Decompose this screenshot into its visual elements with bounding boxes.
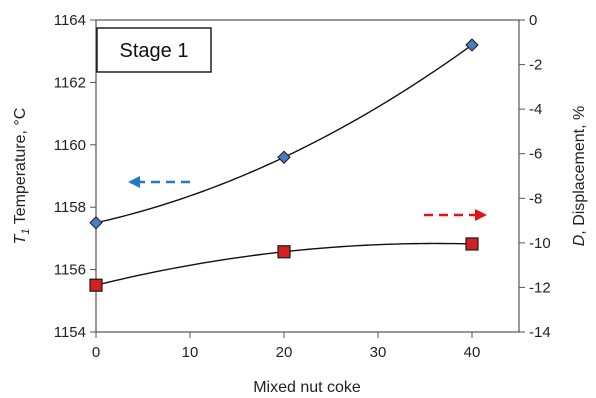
square-marker [277, 245, 291, 259]
y-right-tick-label: -2 [529, 57, 542, 74]
y-left-tick-label: 1158 [54, 199, 86, 216]
y-left-tick-label: 1164 [54, 12, 86, 29]
y-left-title-unit: °C [12, 108, 29, 126]
y-right-tick-label: -14 [529, 324, 551, 341]
square-marker [89, 278, 103, 292]
x-tick-label: 30 [370, 344, 387, 361]
y-right-tick-label: -12 [529, 279, 551, 296]
stage-label: Stage 1 [120, 40, 189, 62]
arrow-right-head [475, 209, 487, 221]
diamond-marker [89, 216, 103, 230]
arrow-left-head [128, 176, 140, 188]
y-left-tick-label: 1160 [54, 137, 86, 154]
y-right-title-symbol: D [571, 234, 588, 246]
y-left-title-subscript: 1 [20, 228, 32, 234]
y-right-title-text: , Displacement, % [571, 106, 588, 235]
diamond-marker [277, 150, 291, 164]
x-tick-label: 0 [92, 344, 100, 361]
x-tick-label: 20 [276, 344, 293, 361]
y-axis-left: 1154 1156 1158 1160 1162 1164 [54, 12, 96, 341]
x-axis-title: Mixed nut coke [253, 379, 361, 396]
y-left-tick-label: 1162 [54, 74, 86, 91]
y-left-title-text: Temperature, [12, 126, 29, 229]
y-left-axis-title: T1 Temperature, °C [12, 108, 32, 245]
stage-box [96, 27, 212, 73]
y-left-tick-label: 1156 [54, 262, 86, 279]
y-right-tick-label: -4 [529, 101, 542, 118]
stage-annotation: Stage 1 [96, 27, 212, 73]
direction-arrows [128, 176, 487, 221]
x-tick-label: 10 [182, 344, 199, 361]
y-right-tick-label: -6 [529, 146, 542, 163]
y-right-tick-label: 0 [529, 12, 537, 29]
diamond-marker [465, 38, 479, 52]
y-left-title-symbol: T [12, 233, 29, 244]
data-markers [89, 38, 479, 292]
y-right-axis-title: D, Displacement, % [571, 106, 588, 247]
y-axis-right: -14 -12 -10 -8 -6 -4 -2 0 [519, 12, 551, 341]
square-marker [465, 237, 479, 251]
y-right-tick-label: -10 [529, 235, 551, 252]
x-tick-label: 40 [464, 344, 481, 361]
y-left-tick-label: 1154 [54, 324, 86, 341]
y-right-tick-label: -8 [529, 190, 542, 207]
x-axis: 0 10 20 30 40 [92, 332, 481, 361]
